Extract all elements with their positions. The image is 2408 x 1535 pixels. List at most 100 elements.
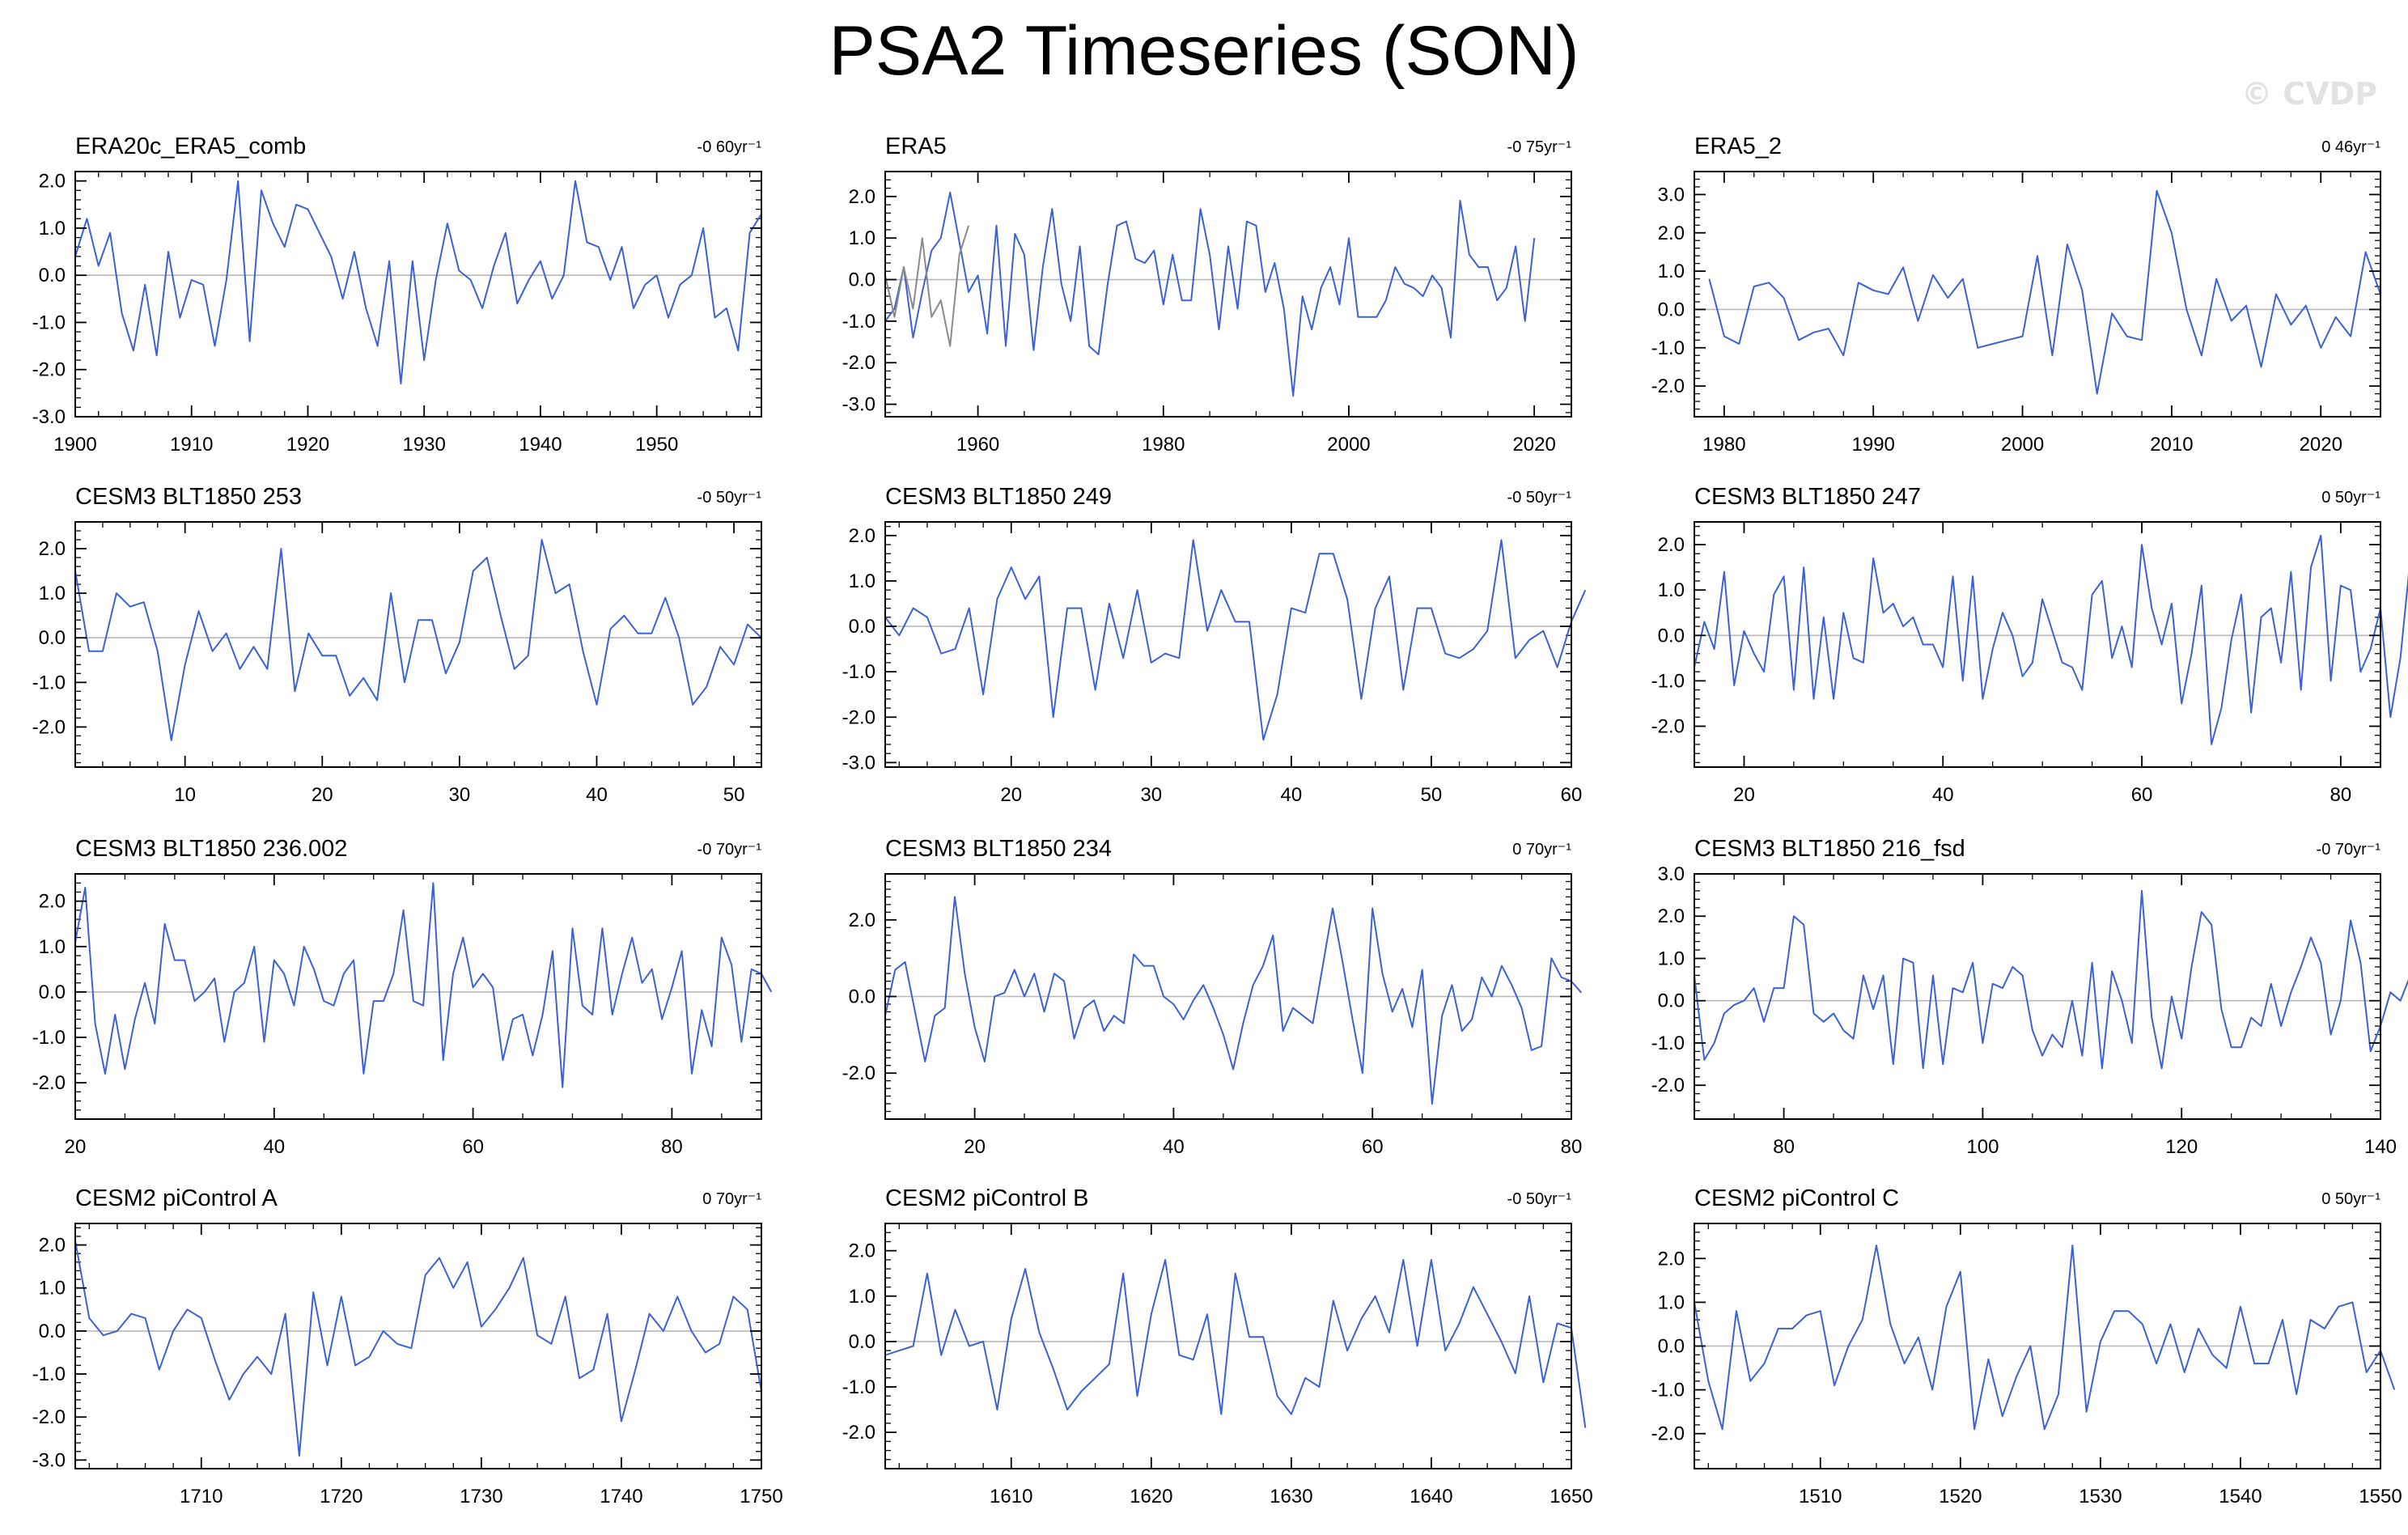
x-tick-label: 20: [312, 784, 333, 806]
y-tick-label: 0.0: [39, 1321, 66, 1342]
x-tick-label: 50: [1421, 784, 1443, 806]
plot-frame: [1694, 873, 2381, 1120]
series-line: [74, 1240, 762, 1457]
x-tick-label: 1920: [286, 434, 329, 456]
y-tick-label: -1.0: [1651, 1380, 1685, 1401]
series-line-secondary: [884, 225, 970, 347]
y-tick-label: 1.0: [849, 227, 875, 249]
y-tick-label: 1.0: [39, 1278, 66, 1300]
x-tick-label: 1550: [2359, 1486, 2402, 1507]
y-tick-label: 1.0: [39, 218, 66, 240]
plot-frame: [1694, 521, 2381, 768]
y-tick-label: 0.0: [849, 1331, 875, 1353]
plot-frame: [74, 171, 762, 418]
y-tick-label: -2.0: [1651, 1075, 1685, 1096]
plot-frame: [1694, 171, 2381, 418]
panel-title: CESM3 BLT1850 216_fsd: [1694, 836, 1965, 862]
trend-label: -0 50yr⁻¹: [1507, 1190, 1572, 1208]
x-tick-label: 20: [1000, 784, 1022, 806]
y-tick-label: -2.0: [1651, 375, 1685, 397]
y-tick-label: -1.0: [842, 311, 875, 333]
plot-frame: [74, 873, 762, 1120]
y-tick-label: 2.0: [849, 525, 875, 547]
x-tick-label: 60: [462, 1136, 484, 1158]
trend-label: -0 50yr⁻¹: [1507, 489, 1572, 507]
trend-label: -0 70yr⁻¹: [697, 841, 762, 859]
series-line: [884, 191, 1536, 397]
trend-label: -0 70yr⁻¹: [2317, 841, 2381, 859]
series-line: [1694, 534, 2408, 745]
x-tick-label: 40: [263, 1136, 285, 1158]
panel-title: CESM3 BLT1850 249: [885, 484, 1112, 510]
x-tick-label: 1510: [1799, 1486, 1842, 1507]
x-tick-label: 1990: [1852, 434, 1895, 456]
panel-title: CESM3 BLT1850 247: [1694, 484, 1921, 510]
x-tick-label: 50: [723, 784, 745, 806]
x-tick-label: 60: [2131, 784, 2153, 806]
y-tick-label: -2.0: [32, 716, 66, 738]
series-line: [884, 896, 1583, 1105]
panel-title: CESM2 piControl B: [885, 1185, 1088, 1211]
y-tick-label: 1.0: [39, 583, 66, 604]
y-tick-label: -3.0: [32, 1449, 66, 1471]
y-tick-label: -2.0: [32, 1072, 66, 1094]
y-tick-label: 1.0: [1658, 261, 1685, 282]
y-tick-label: 0.0: [849, 616, 875, 638]
x-tick-label: 2020: [1512, 434, 1555, 456]
y-tick-label: 1.0: [1658, 948, 1685, 969]
y-tick-label: 2.0: [39, 171, 66, 193]
y-tick-label: -3.0: [32, 406, 66, 428]
x-tick-label: 30: [449, 784, 471, 806]
y-tick-label: 0.0: [1658, 1336, 1685, 1358]
y-tick-label: 2.0: [1658, 534, 1685, 556]
y-tick-label: 2.0: [849, 186, 875, 208]
y-tick-label: -2.0: [842, 1062, 875, 1084]
x-tick-label: 1650: [1550, 1486, 1592, 1507]
y-tick-label: 1.0: [849, 1286, 875, 1308]
x-tick-label: 10: [174, 784, 196, 806]
plot-frame: [884, 171, 1572, 418]
panel-title: ERA5: [885, 134, 947, 159]
y-tick-label: 0.0: [39, 982, 66, 1003]
y-tick-label: -2.0: [842, 706, 875, 728]
panel-title: ERA5_2: [1694, 134, 1782, 159]
y-tick-label: 0.0: [1658, 299, 1685, 320]
y-tick-label: 2.0: [1658, 1248, 1685, 1270]
x-tick-label: 1520: [1939, 1486, 1982, 1507]
y-tick-label: 2.0: [1658, 223, 1685, 244]
trend-label: -0 60yr⁻¹: [697, 138, 762, 156]
x-tick-label: 1910: [170, 434, 213, 456]
x-tick-label: 30: [1140, 784, 1162, 806]
y-tick-label: 0.0: [849, 269, 875, 291]
series-line: [884, 1258, 1587, 1428]
watermark-logo: © CVDP: [2241, 76, 2377, 112]
y-tick-label: -3.0: [842, 394, 875, 416]
x-tick-label: 1630: [1270, 1486, 1312, 1507]
y-tick-label: 1.0: [1658, 1291, 1685, 1313]
x-tick-label: 1530: [2079, 1486, 2122, 1507]
y-tick-label: 2.0: [849, 910, 875, 931]
x-tick-label: 40: [1163, 1136, 1185, 1158]
y-tick-label: -3.0: [842, 752, 875, 774]
x-tick-label: 1980: [1702, 434, 1745, 456]
series-line: [884, 539, 1587, 741]
x-tick-label: 1940: [519, 434, 562, 456]
x-tick-label: 2010: [2150, 434, 2193, 456]
x-tick-label: 60: [1561, 784, 1583, 806]
x-tick-label: 1640: [1410, 1486, 1452, 1507]
y-tick-label: 2.0: [1658, 905, 1685, 927]
x-tick-label: 1710: [180, 1486, 223, 1507]
chart-panel: -2.0 -1.0 0.0 1.0 2.0 1610 1620 1630 1640 1650 CES…: [842, 1185, 1593, 1507]
y-tick-label: 3.0: [1658, 184, 1685, 206]
chart-panel: -2.0 0.0 2.0 20 40 60 80 CESM3 BLT1850 234 0 70y…: [842, 836, 1583, 1158]
x-tick-label: 80: [661, 1136, 683, 1158]
y-tick-label: -1.0: [32, 672, 66, 693]
x-tick-label: 120: [2165, 1136, 2198, 1158]
y-tick-label: -2.0: [1651, 1423, 1685, 1445]
trend-label: 0 46yr⁻¹: [2321, 138, 2380, 156]
y-tick-label: 0.0: [849, 986, 875, 1008]
y-tick-label: -2.0: [1651, 716, 1685, 738]
x-tick-label: 1720: [320, 1486, 362, 1507]
x-tick-label: 1540: [2219, 1486, 2262, 1507]
y-tick-label: 1.0: [1658, 579, 1685, 601]
